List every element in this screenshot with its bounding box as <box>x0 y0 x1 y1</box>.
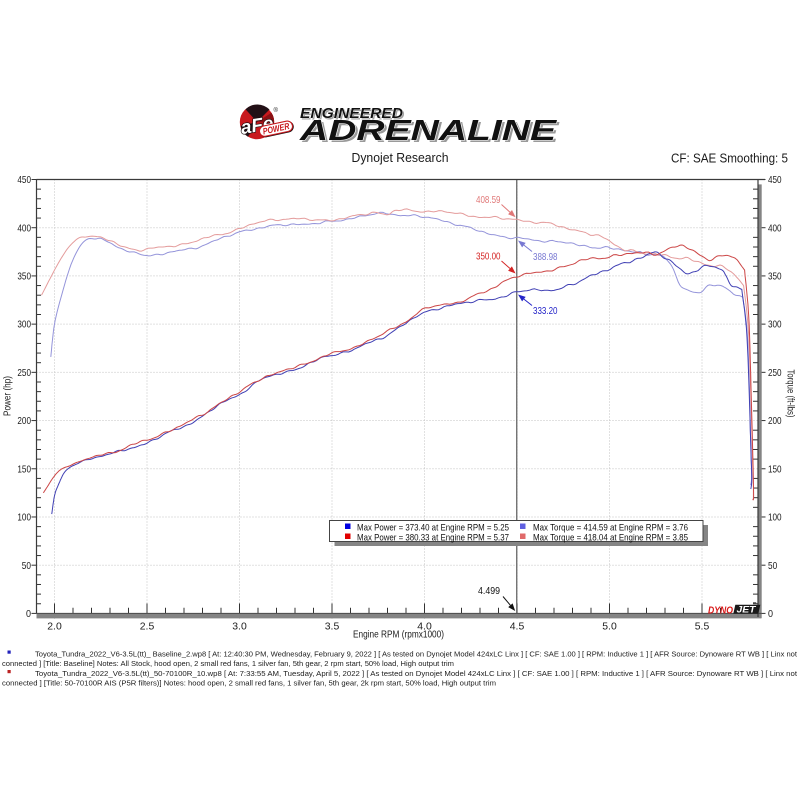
svg-text:5.5: 5.5 <box>695 621 710 633</box>
svg-text:Engine RPM (rpmx1000): Engine RPM (rpmx1000) <box>353 629 444 641</box>
svg-text:300: 300 <box>17 319 31 331</box>
svg-text:150: 150 <box>17 463 31 475</box>
svg-text:450: 450 <box>768 174 782 186</box>
svg-text:5.0: 5.0 <box>602 621 617 633</box>
svg-text:DYNO: DYNO <box>708 606 733 617</box>
svg-text:connected ] [Title: Baseline]: connected ] [Title: Baseline] Notes: All… <box>2 659 454 668</box>
svg-text:Toyota_Tundra_2022_V6-3.5L(tt): Toyota_Tundra_2022_V6-3.5L(tt)_50-70100R… <box>35 669 798 678</box>
svg-text:4.0: 4.0 <box>417 621 432 633</box>
svg-text:200: 200 <box>768 415 782 427</box>
svg-text:100: 100 <box>17 512 31 524</box>
svg-text:350.00: 350.00 <box>476 251 501 263</box>
svg-text:388.98: 388.98 <box>533 251 558 263</box>
svg-text:ENGINEERED: ENGINEERED <box>302 108 406 124</box>
svg-text:50: 50 <box>768 560 777 572</box>
svg-text:0: 0 <box>26 608 31 620</box>
svg-text:450: 450 <box>17 174 31 186</box>
svg-text:150: 150 <box>768 463 782 475</box>
svg-text:250: 250 <box>768 367 782 379</box>
svg-text:ADRENALINE: ADRENALINE <box>299 115 559 147</box>
svg-text:50: 50 <box>22 560 31 572</box>
svg-text:3.0: 3.0 <box>232 621 247 633</box>
svg-text:JET: JET <box>737 605 757 616</box>
svg-text:400: 400 <box>17 222 31 234</box>
svg-text:Max Torque = 414.59 at Engine: Max Torque = 414.59 at Engine RPM = 3.76 <box>533 523 688 534</box>
svg-text:4.5: 4.5 <box>510 621 525 633</box>
svg-text:®: ® <box>274 107 279 114</box>
svg-text:350: 350 <box>768 271 782 283</box>
svg-text:0: 0 <box>768 608 773 620</box>
svg-text:408.59: 408.59 <box>476 194 501 206</box>
svg-text:333.20: 333.20 <box>533 305 558 317</box>
svg-text:100: 100 <box>768 512 782 524</box>
svg-text:Torque (ft-lbs): Torque (ft-lbs) <box>785 370 797 418</box>
svg-text:CF: SAE Smoothing: 5: CF: SAE Smoothing: 5 <box>671 152 788 166</box>
svg-text:ENGINEERED: ENGINEERED <box>300 106 404 122</box>
svg-text:3.5: 3.5 <box>325 621 340 633</box>
svg-text:Dynojet Research: Dynojet Research <box>352 151 449 165</box>
svg-text:Power (hp): Power (hp) <box>2 376 14 416</box>
svg-text:2.0: 2.0 <box>47 621 62 633</box>
svg-text:350: 350 <box>17 271 31 283</box>
svg-text:Max Torque = 418.04 at Engine: Max Torque = 418.04 at Engine RPM = 3.85 <box>533 533 688 544</box>
svg-text:400: 400 <box>768 222 782 234</box>
svg-text:Max Power = 380.33 at Engine R: Max Power = 380.33 at Engine RPM = 5.37 <box>357 533 509 544</box>
svg-text:300: 300 <box>768 319 782 331</box>
svg-text:2.5: 2.5 <box>140 621 155 633</box>
svg-text:200: 200 <box>17 415 31 427</box>
svg-text:Toyota_Tundra_2022_V6-3.5L(tt): Toyota_Tundra_2022_V6-3.5L(tt)_ Baseline… <box>35 650 798 659</box>
svg-text:ADRENALINE: ADRENALINE <box>301 117 561 149</box>
svg-text:4.499: 4.499 <box>478 585 500 597</box>
svg-text:Max Power = 373.40 at Engine R: Max Power = 373.40 at Engine RPM = 5.25 <box>357 523 509 534</box>
svg-text:connected ] [Title: 50-70100R: connected ] [Title: 50-70100R AIS (P5R f… <box>2 679 496 688</box>
svg-text:250: 250 <box>17 367 31 379</box>
